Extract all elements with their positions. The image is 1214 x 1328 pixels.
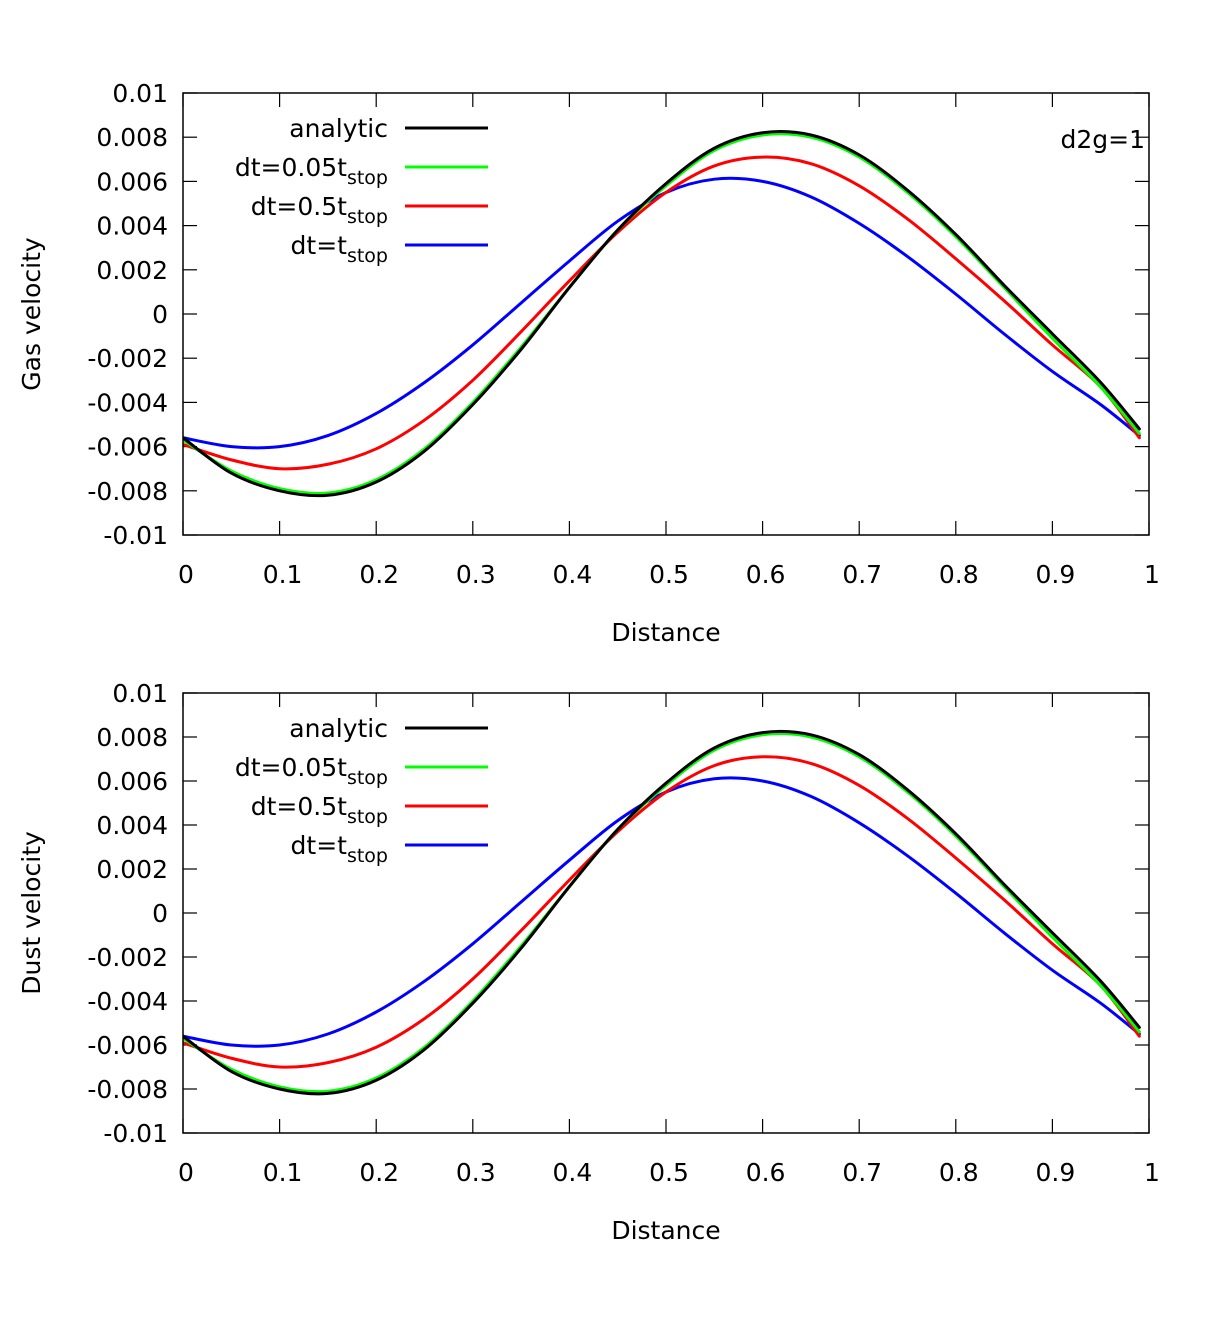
y-tick-label: 0.008 [96,723,168,752]
plot-frame [182,92,1150,536]
plot-frame [182,692,1150,1134]
y-tick-label: -0.002 [87,344,168,373]
x-tick-label: 0.9 [1036,560,1076,589]
x-tick-label: 0.6 [746,560,786,589]
y-tick-label: 0.006 [96,767,168,796]
x-tick-label: 0 [178,560,194,589]
x-tick-label: 1 [1144,1158,1160,1187]
dust-velocity-panel: 0.01 0.008 0.006 0.004 0.002 0 -0.002 -0.004 -0.… [17,679,1160,1245]
x-tick-label: 1 [1144,560,1160,589]
y-tick-label: -0.006 [87,433,168,462]
x-tick-label: 0.3 [456,560,496,589]
x-tick-label: 0.8 [939,1158,979,1187]
x-tick-label: 0.1 [263,560,303,589]
legend-label: dt=0.05tstop [235,153,388,189]
series-line-dt-0-5t-stop [183,755,1141,1069]
legend-label: analytic [289,114,388,143]
x-tick-label: 0.6 [746,1158,786,1187]
y-tick-label: 0.01 [112,79,168,108]
y-tick-label: 0.004 [96,811,168,840]
y-axis-title: Gas velocity [17,237,46,391]
x-tick-label: 0.3 [456,1158,496,1187]
x-tick-label: 0.2 [359,560,399,589]
x-tick-label: 0.7 [842,560,882,589]
x-tick-label: 0.5 [649,1158,689,1187]
y-tick-label: -0.004 [87,388,168,417]
gas-velocity-panel: 0.01 0.008 0.006 0.004 0.002 0 -0.002 -0.004 -0.… [17,79,1160,647]
x-tick-label: 0 [178,1158,194,1187]
y-tick-label: -0.008 [87,477,168,506]
y-tick-label: -0.004 [87,987,168,1016]
y-tick-label: 0.002 [96,855,168,884]
y-tick-label: -0.008 [87,1075,168,1104]
x-tick-label: 0.4 [553,560,593,589]
y-tick-label: -0.01 [103,1119,168,1148]
series-line-dt-0-5t-stop [183,155,1141,471]
x-tick-label: 0.1 [263,1158,303,1187]
legend-label: analytic [289,714,388,743]
x-axis-title: Distance [611,1216,720,1245]
y-tick-label: 0.01 [112,679,168,708]
x-tick-label: 0.9 [1036,1158,1076,1187]
y-tick-label: -0.01 [103,521,168,550]
legend-label: dt=tstop [291,831,388,867]
x-tick-label: 0.8 [939,560,979,589]
x-tick-label: 0.7 [842,1158,882,1187]
y-tick-label: 0.004 [96,212,168,241]
x-tick-label: 0.5 [649,560,689,589]
x-tick-label: 0.4 [553,1158,593,1187]
y-tick-label: 0.008 [96,123,168,152]
x-tick-label: 0.2 [359,1158,399,1187]
legend-label: dt=0.05tstop [235,753,388,789]
legend-label: dt=0.5tstop [251,192,388,228]
legend-label: dt=tstop [291,231,388,267]
y-tick-label: -0.002 [87,943,168,972]
series-line-analytic [183,729,1141,1096]
y-tick-label: 0 [152,899,168,928]
y-tick-label: 0.006 [96,167,168,196]
y-tick-label: 0.002 [96,256,168,285]
y-tick-label: 0 [152,300,168,329]
annotation-d2g: d2g=1 [1061,125,1146,154]
x-axis-title: Distance [611,618,720,647]
y-tick-label: -0.006 [87,1031,168,1060]
legend-label: dt=0.5tstop [251,792,388,828]
y-axis-title: Dust velocity [17,831,46,995]
series-line-analytic [183,130,1141,498]
